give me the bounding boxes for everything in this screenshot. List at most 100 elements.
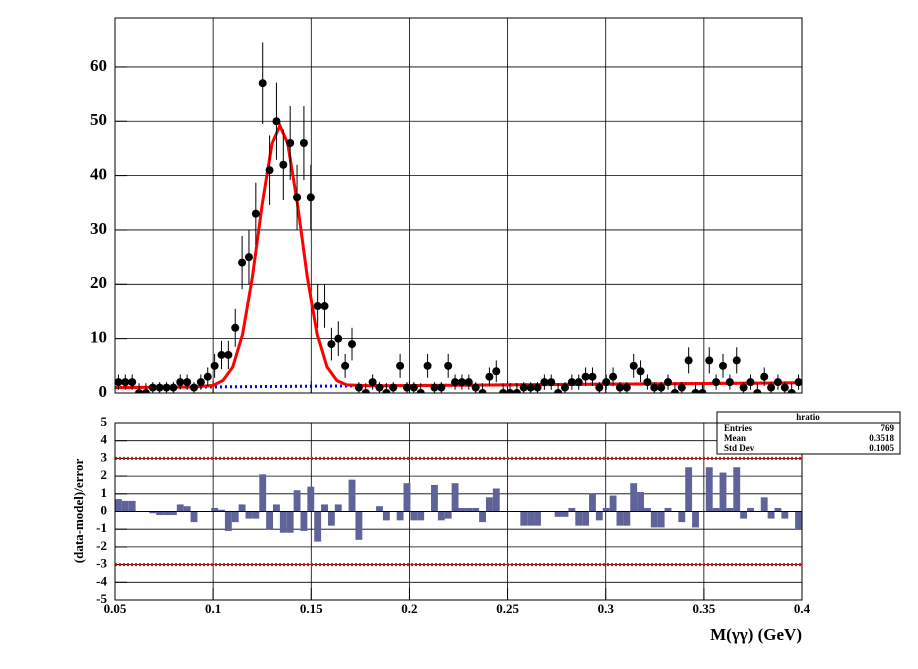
data-point	[115, 378, 123, 387]
bottom-panel: -5 -4 -3 -2 -1 0 1 2 3 4 5 0.05 0.1 0.15 0.2 0.25 0.3 0.3…	[96, 414, 810, 616]
stats-key: Std Dev	[724, 443, 755, 453]
data-point	[162, 383, 171, 392]
data-point	[464, 378, 473, 387]
x-tick-label: 0.35	[692, 601, 715, 616]
stats-key: Entries	[724, 423, 752, 433]
top-panel: 0 10 20 30 40 50 60	[90, 18, 803, 401]
pull-bar	[266, 511, 274, 530]
pull-bar	[589, 493, 596, 512]
pull-bar	[403, 483, 411, 512]
y-tick-label: 20	[90, 273, 107, 292]
pull-bar	[183, 506, 191, 512]
pull-bar	[149, 511, 157, 514]
pull-bar	[561, 511, 569, 517]
pull-bar	[472, 507, 480, 512]
plot-area	[115, 42, 802, 393]
stats-key: Mean	[724, 433, 746, 443]
y-tick-label: 5	[101, 414, 108, 429]
pull-bar	[637, 492, 644, 512]
y-tick-label: -5	[96, 591, 107, 606]
y-tick-label: 40	[90, 165, 107, 184]
pull-bar	[396, 511, 404, 521]
data-point	[622, 383, 631, 392]
plot-area	[115, 456, 802, 567]
data-point	[581, 372, 590, 381]
stats-title: hratio	[796, 412, 820, 422]
data-point	[629, 361, 638, 370]
data-point	[485, 372, 494, 381]
pull-bar	[774, 507, 782, 512]
data-point	[135, 389, 144, 393]
data-point	[306, 193, 315, 202]
fit-curve	[115, 121, 802, 390]
pull-bar	[726, 507, 734, 512]
pull-bar	[705, 467, 713, 512]
pull-bar	[781, 511, 789, 519]
pull-bar	[334, 504, 342, 512]
pull-bar	[444, 511, 452, 519]
pull-bar	[616, 511, 624, 526]
data-point	[444, 361, 453, 370]
data-point	[354, 383, 363, 392]
pull-bar	[740, 511, 748, 519]
y-tick-label: 60	[90, 56, 107, 75]
data-point	[451, 378, 460, 387]
pull-bar	[692, 511, 699, 528]
pull-bar	[760, 497, 768, 512]
pull-bar	[273, 504, 280, 512]
data-point	[533, 383, 542, 392]
data-point	[512, 389, 521, 393]
pull-bar	[568, 507, 576, 512]
data-point	[670, 389, 679, 393]
x-tick-label: 0.15	[300, 601, 323, 616]
data-point	[327, 340, 336, 349]
x-tick-label: 0.05	[104, 601, 127, 616]
data-point	[196, 378, 205, 387]
pull-bar	[327, 511, 335, 526]
pull-bar	[554, 511, 562, 517]
y-tick-label: 10	[90, 328, 107, 347]
pull-bar	[657, 511, 665, 528]
data-point	[203, 372, 212, 381]
pull-bar	[712, 507, 720, 512]
pull-bar	[417, 511, 425, 521]
y-axis-label: (data-model)/error	[71, 459, 86, 564]
y-tick-label: 30	[90, 219, 107, 238]
y-tick-label: 0	[99, 382, 108, 401]
data-point	[224, 350, 233, 359]
pull-bar	[211, 507, 219, 512]
data-point	[718, 361, 727, 370]
pull-bar	[582, 511, 590, 526]
pull-bar	[231, 511, 239, 523]
data-point	[794, 378, 802, 387]
data-point	[705, 356, 714, 365]
data-point	[636, 367, 645, 376]
data-point	[691, 389, 700, 393]
data-point	[423, 361, 432, 370]
pull-bar	[307, 486, 315, 512]
pull-bar	[293, 490, 301, 512]
pull-bar	[163, 511, 170, 516]
data-point	[258, 79, 267, 88]
data-point	[471, 383, 480, 392]
data-point	[375, 383, 384, 392]
data-point	[492, 367, 501, 376]
pull-bar	[121, 500, 129, 512]
pull-bar	[492, 488, 500, 512]
data-point	[244, 253, 253, 262]
pull-bar	[252, 511, 260, 519]
data-point	[121, 378, 130, 387]
data-point	[615, 383, 624, 392]
pull-bar	[286, 511, 294, 533]
pull-bar	[410, 511, 418, 521]
pull-bar	[623, 511, 631, 526]
data-point	[348, 340, 357, 349]
data-point	[526, 383, 535, 392]
data-point	[746, 378, 755, 387]
y-tick-label: -4	[96, 573, 107, 588]
data-point	[176, 378, 185, 387]
data-point	[313, 302, 322, 311]
pull-bar	[685, 467, 693, 512]
data-point	[169, 383, 178, 392]
